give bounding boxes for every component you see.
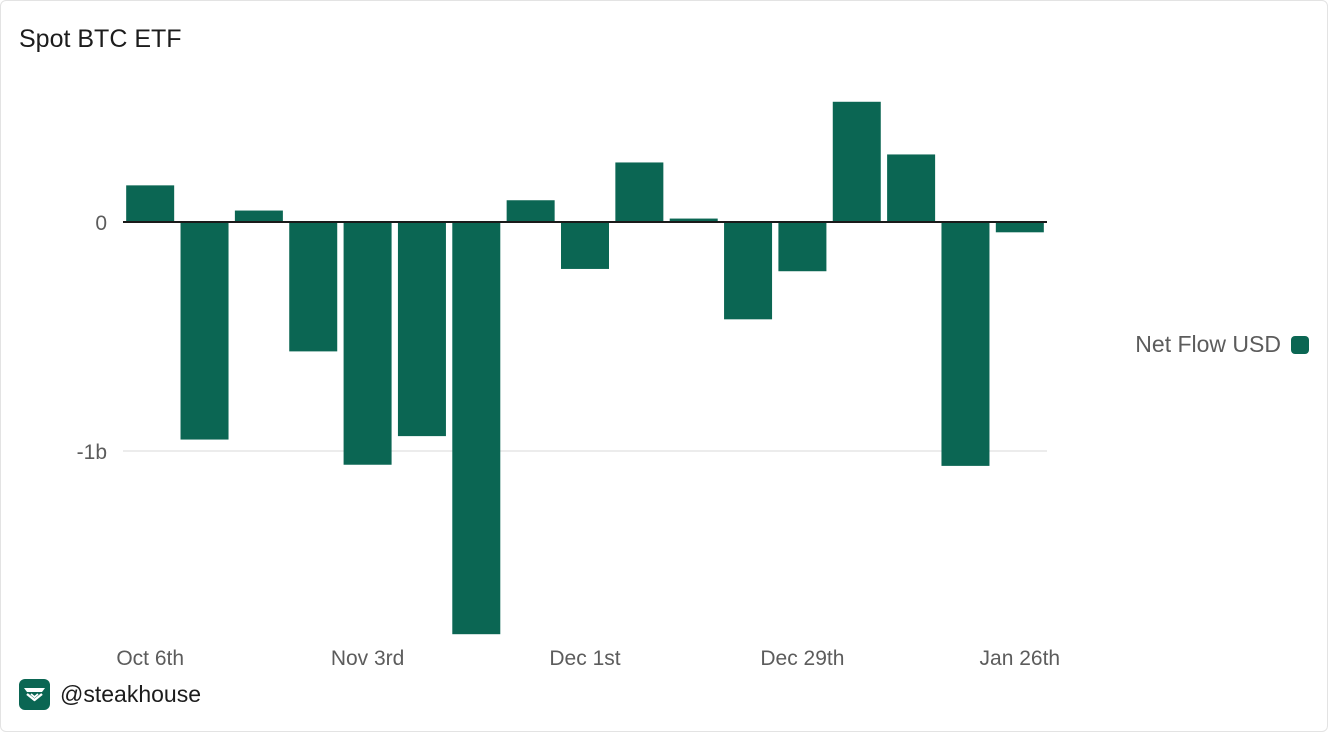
bar[interactable]: [832, 101, 881, 222]
footer-handle: @steakhouse: [60, 681, 201, 707]
x-tick-label: Jan 26th: [980, 647, 1061, 670]
bar[interactable]: [234, 210, 283, 222]
x-tick-label: Nov 3rd: [331, 647, 405, 670]
x-tick-label: Oct 6th: [116, 647, 184, 670]
bar[interactable]: [561, 222, 609, 269]
bar[interactable]: [506, 200, 555, 222]
y-tick-label: -1b: [77, 441, 107, 464]
y-tick-label: 0: [95, 212, 107, 235]
legend-swatch: [1291, 335, 1309, 354]
bar[interactable]: [669, 218, 718, 222]
bar[interactable]: [289, 222, 338, 352]
bar[interactable]: [941, 222, 990, 466]
legend[interactable]: Net Flow USD: [1135, 331, 1309, 358]
bar[interactable]: [615, 162, 664, 222]
chart-title: Spot BTC ETF: [19, 25, 182, 53]
legend-label: Net Flow USD: [1135, 331, 1281, 357]
x-axis-labels: Oct 6th Nov 3rd Dec 1st Dec 29th Jan 26th: [116, 647, 1060, 670]
x-tick-label: Dec 29th: [760, 647, 844, 670]
bar[interactable]: [778, 222, 827, 272]
bar[interactable]: [452, 222, 501, 635]
bar[interactable]: [126, 185, 175, 222]
bar[interactable]: [343, 222, 392, 465]
bar[interactable]: [887, 154, 936, 222]
bar[interactable]: [397, 222, 446, 437]
x-tick-label: Dec 1st: [549, 647, 620, 670]
bar[interactable]: [724, 222, 773, 320]
y-axis-labels: 0 -1b: [77, 212, 107, 464]
bar[interactable]: [180, 222, 229, 440]
footer: @steakhouse: [19, 679, 201, 710]
bars: [126, 101, 1044, 635]
steakhouse-logo-icon: [19, 679, 50, 710]
bar[interactable]: [995, 222, 1044, 233]
